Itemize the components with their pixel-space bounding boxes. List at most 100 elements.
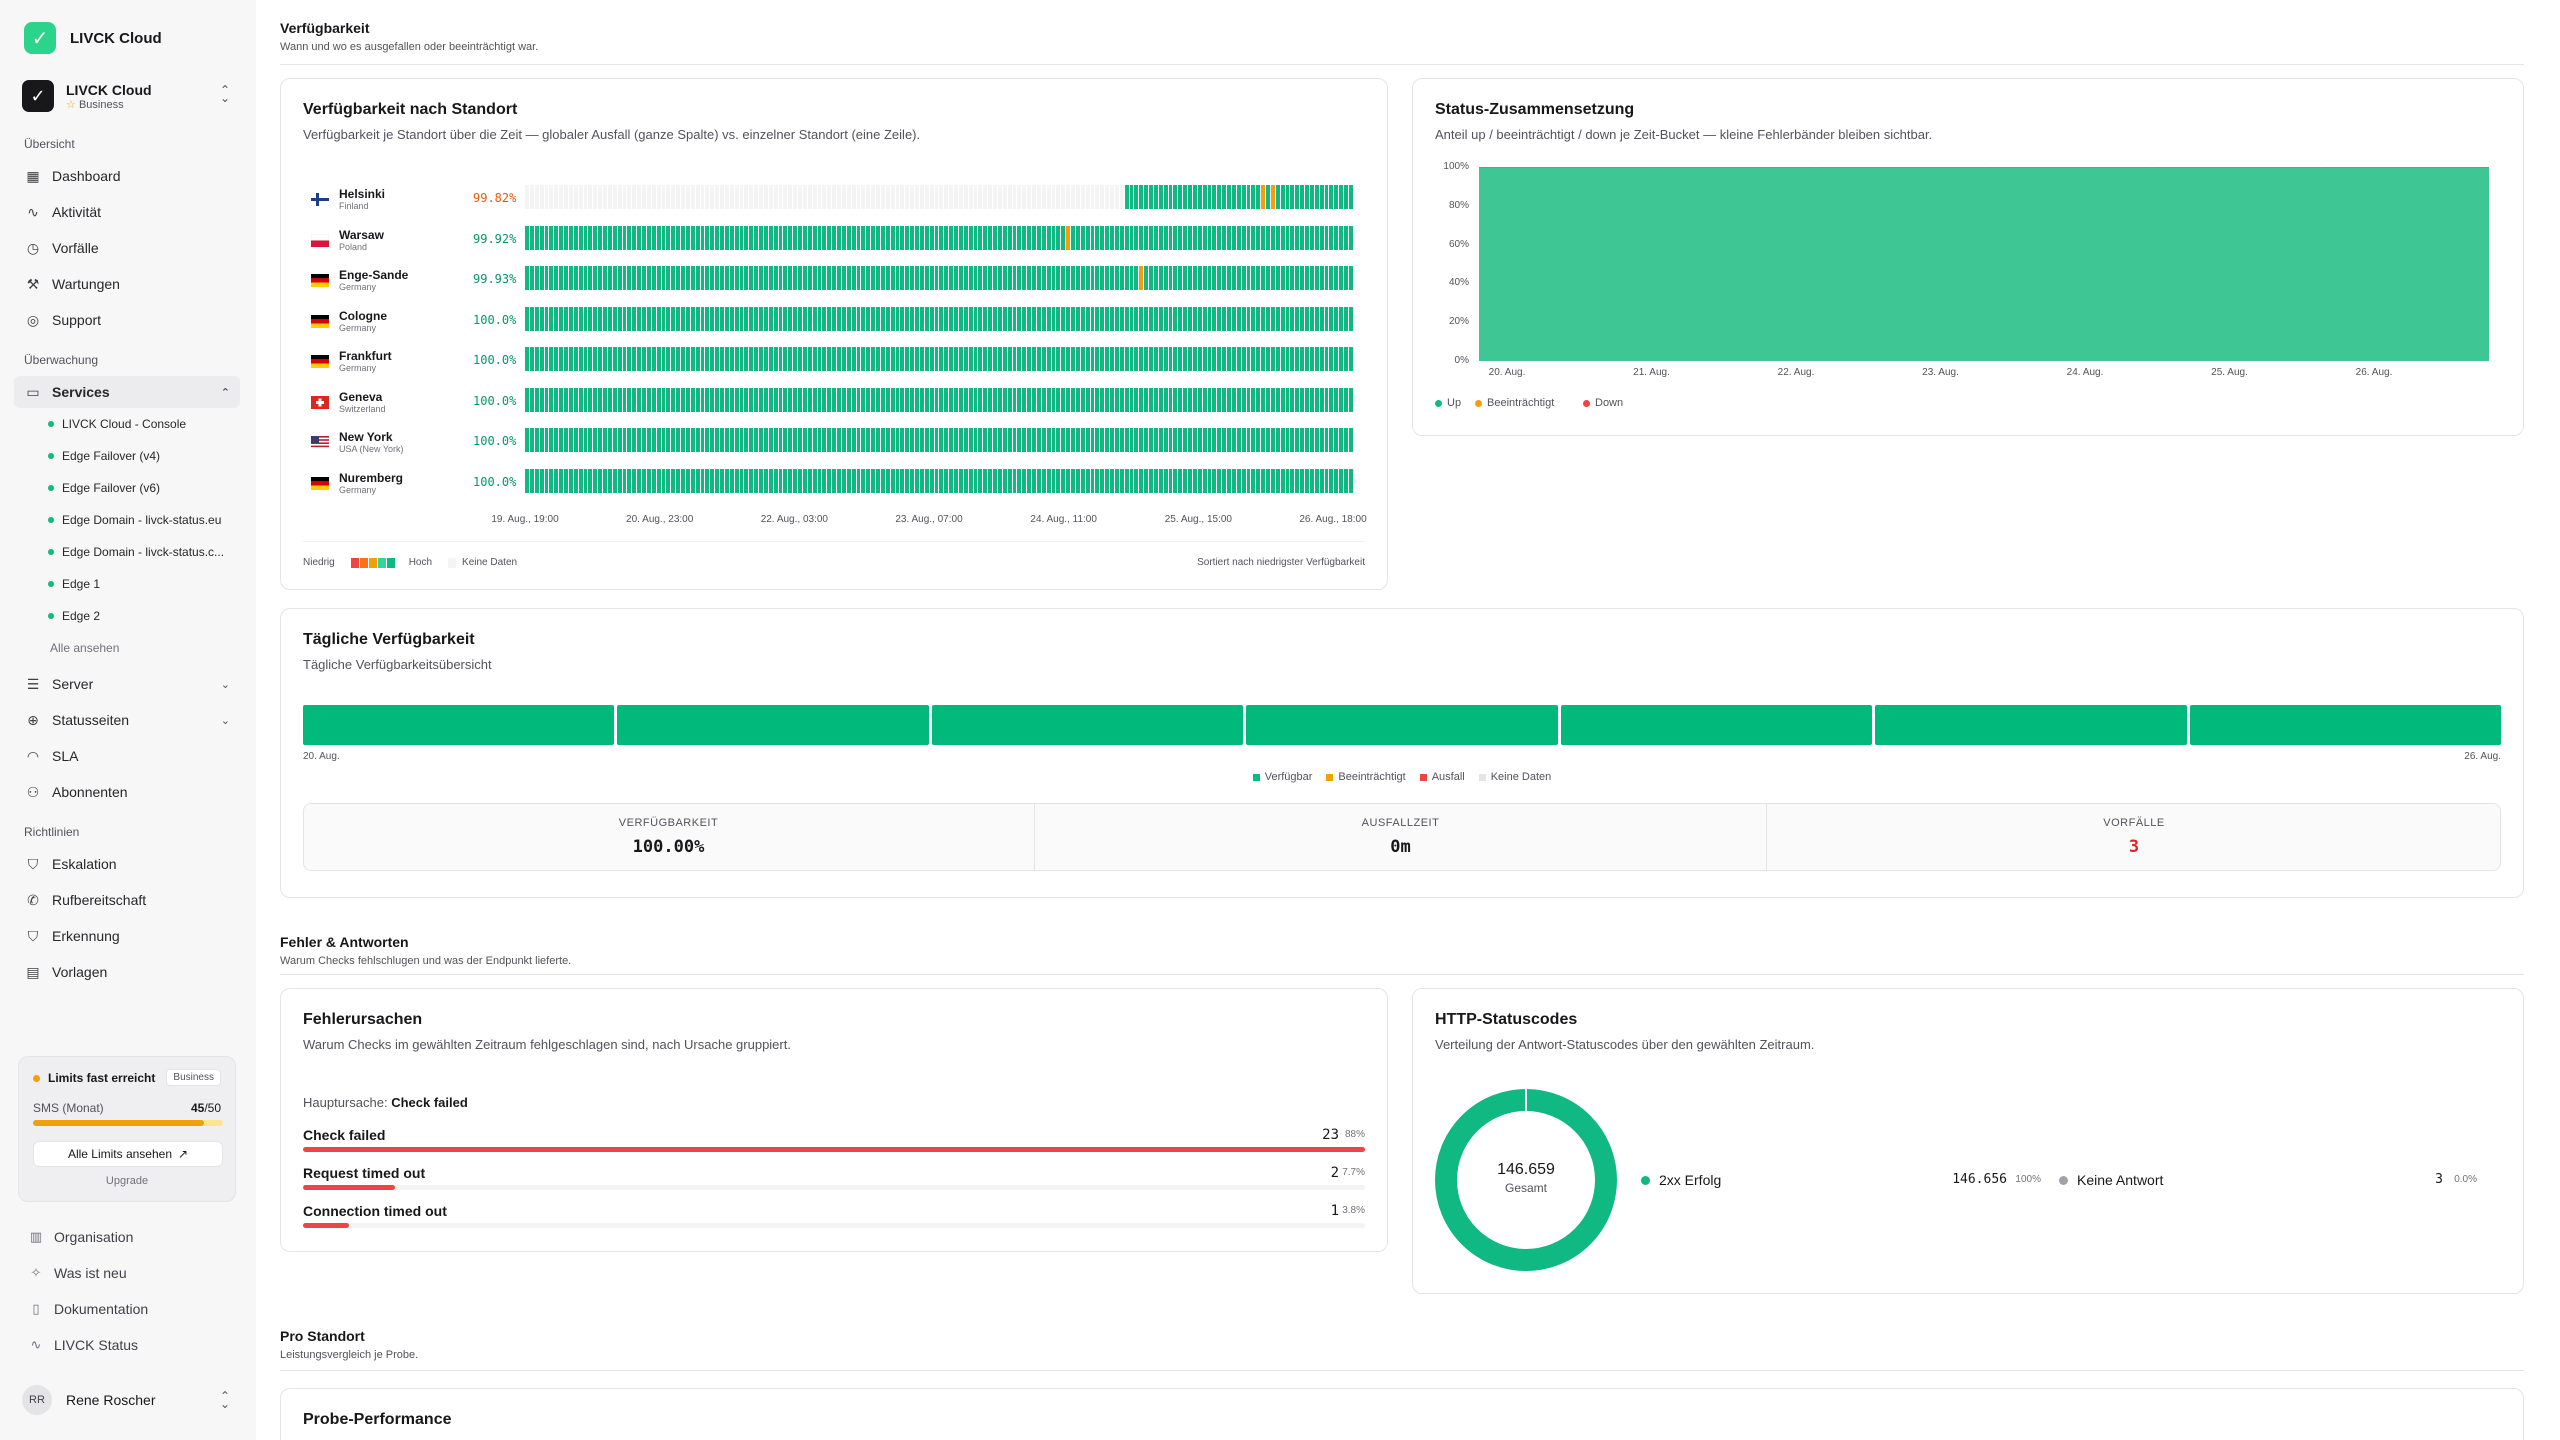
availability-cell[interactable] bbox=[1285, 266, 1290, 290]
availability-cell[interactable] bbox=[525, 468, 529, 493]
availability-cell[interactable] bbox=[534, 225, 539, 250]
availability-cell[interactable] bbox=[720, 347, 724, 371]
availability-cell[interactable] bbox=[671, 468, 676, 493]
services-show-all[interactable]: Alle ansehen bbox=[50, 641, 120, 655]
availability-cell[interactable] bbox=[1139, 266, 1144, 290]
availability-cell[interactable] bbox=[1046, 468, 1051, 493]
availability-cell[interactable] bbox=[1295, 306, 1300, 331]
availability-cell[interactable] bbox=[832, 468, 836, 493]
availability-cell[interactable] bbox=[749, 225, 754, 250]
availability-cell[interactable] bbox=[924, 347, 929, 371]
availability-cell[interactable] bbox=[1066, 185, 1070, 209]
availability-cell[interactable] bbox=[1309, 306, 1314, 331]
availability-cell[interactable] bbox=[919, 468, 924, 493]
availability-cell[interactable] bbox=[676, 185, 680, 209]
availability-cell[interactable] bbox=[1246, 225, 1251, 250]
availability-cell[interactable] bbox=[671, 185, 676, 209]
availability-cell[interactable] bbox=[1153, 225, 1158, 250]
availability-cell[interactable] bbox=[924, 266, 929, 290]
availability-cell[interactable] bbox=[763, 185, 768, 209]
availability-cell[interactable] bbox=[1314, 347, 1319, 371]
availability-cell[interactable] bbox=[1339, 306, 1343, 331]
availability-cell[interactable] bbox=[763, 468, 768, 493]
availability-cell[interactable] bbox=[793, 225, 797, 250]
availability-cell[interactable] bbox=[1241, 266, 1246, 290]
availability-cell[interactable] bbox=[1314, 306, 1319, 331]
availability-cell[interactable] bbox=[651, 225, 656, 250]
availability-cell[interactable] bbox=[1012, 185, 1017, 209]
availability-cell[interactable] bbox=[607, 468, 612, 493]
availability-cell[interactable] bbox=[1056, 347, 1061, 371]
availability-cell[interactable] bbox=[627, 468, 632, 493]
availability-cell[interactable] bbox=[534, 347, 539, 371]
availability-cell[interactable] bbox=[632, 225, 637, 250]
availability-cell[interactable] bbox=[861, 266, 866, 290]
daily-bar[interactable] bbox=[303, 705, 615, 745]
availability-cell[interactable] bbox=[1129, 266, 1134, 290]
availability-cell[interactable] bbox=[1329, 225, 1334, 250]
availability-cell[interactable] bbox=[627, 387, 632, 412]
availability-cell[interactable] bbox=[783, 306, 788, 331]
availability-cell[interactable] bbox=[1144, 185, 1148, 209]
availability-cell[interactable] bbox=[1090, 428, 1095, 452]
availability-cell[interactable] bbox=[988, 306, 992, 331]
availability-cell[interactable] bbox=[720, 387, 724, 412]
availability-cell[interactable] bbox=[1158, 468, 1163, 493]
availability-cell[interactable] bbox=[573, 306, 578, 331]
availability-cell[interactable] bbox=[593, 428, 598, 452]
availability-cell[interactable] bbox=[856, 225, 861, 250]
availability-cell[interactable] bbox=[841, 266, 846, 290]
availability-cell[interactable] bbox=[1280, 185, 1285, 209]
availability-cell[interactable] bbox=[880, 225, 885, 250]
availability-cell[interactable] bbox=[525, 428, 529, 452]
availability-cell[interactable] bbox=[1227, 428, 1231, 452]
availability-cell[interactable] bbox=[1027, 468, 1031, 493]
nav-organisation[interactable]: ▥ Organisation bbox=[28, 1224, 134, 1250]
availability-cell[interactable] bbox=[700, 266, 705, 290]
availability-cell[interactable] bbox=[642, 468, 646, 493]
availability-cell[interactable] bbox=[1119, 347, 1124, 371]
availability-cell[interactable] bbox=[1197, 185, 1202, 209]
availability-cell[interactable] bbox=[578, 347, 583, 371]
availability-cell[interactable] bbox=[1061, 266, 1066, 290]
nav-status-pages[interactable]: ⊕ Statusseiten ⌄ bbox=[14, 704, 240, 736]
availability-cell[interactable] bbox=[1334, 387, 1339, 412]
availability-cell[interactable] bbox=[525, 387, 529, 412]
availability-cell[interactable] bbox=[851, 306, 856, 331]
availability-cell[interactable] bbox=[1256, 428, 1261, 452]
availability-cell[interactable] bbox=[963, 306, 968, 331]
availability-cell[interactable] bbox=[910, 306, 914, 331]
availability-cell[interactable] bbox=[1261, 306, 1265, 331]
availability-cell[interactable] bbox=[603, 428, 607, 452]
availability-cell[interactable] bbox=[988, 266, 992, 290]
availability-cell[interactable] bbox=[666, 387, 671, 412]
availability-cell[interactable] bbox=[1036, 387, 1041, 412]
availability-cell[interactable] bbox=[1134, 428, 1139, 452]
availability-cell[interactable] bbox=[841, 306, 846, 331]
availability-cell[interactable] bbox=[1197, 468, 1202, 493]
availability-cell[interactable] bbox=[1022, 266, 1027, 290]
availability-cell[interactable] bbox=[1051, 225, 1056, 250]
availability-cell[interactable] bbox=[1261, 266, 1265, 290]
availability-cell[interactable] bbox=[973, 428, 978, 452]
availability-cell[interactable] bbox=[929, 266, 934, 290]
availability-cell[interactable] bbox=[632, 347, 637, 371]
availability-cell[interactable] bbox=[1241, 468, 1246, 493]
availability-cell[interactable] bbox=[759, 468, 763, 493]
availability-cell[interactable] bbox=[1309, 185, 1314, 209]
availability-cell[interactable] bbox=[598, 428, 602, 452]
availability-cell[interactable] bbox=[617, 225, 622, 250]
availability-cell[interactable] bbox=[1144, 468, 1148, 493]
availability-cell[interactable] bbox=[651, 468, 656, 493]
availability-cell[interactable] bbox=[1153, 428, 1158, 452]
availability-cell[interactable] bbox=[554, 468, 559, 493]
availability-cell[interactable] bbox=[666, 428, 671, 452]
availability-cell[interactable] bbox=[1231, 185, 1236, 209]
availability-cell[interactable] bbox=[851, 185, 856, 209]
availability-cell[interactable] bbox=[1305, 225, 1309, 250]
availability-cell[interactable] bbox=[1095, 468, 1100, 493]
availability-cell[interactable] bbox=[768, 468, 773, 493]
availability-cell[interactable] bbox=[1241, 387, 1246, 412]
availability-cell[interactable] bbox=[1124, 347, 1129, 371]
availability-cell[interactable] bbox=[1002, 347, 1007, 371]
